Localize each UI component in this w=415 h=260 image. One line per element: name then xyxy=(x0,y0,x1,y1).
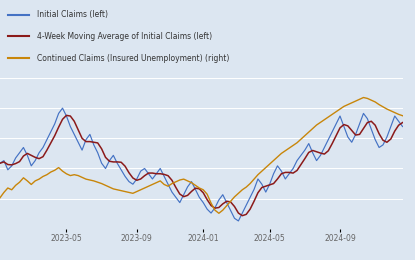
Text: 4-Week Moving Average of Initial Claims (left): 4-Week Moving Average of Initial Claims … xyxy=(37,32,212,41)
Text: Continued Claims (Insured Unemployment) (right): Continued Claims (Insured Unemployment) … xyxy=(37,54,230,63)
Text: Initial Claims (left): Initial Claims (left) xyxy=(37,10,108,19)
